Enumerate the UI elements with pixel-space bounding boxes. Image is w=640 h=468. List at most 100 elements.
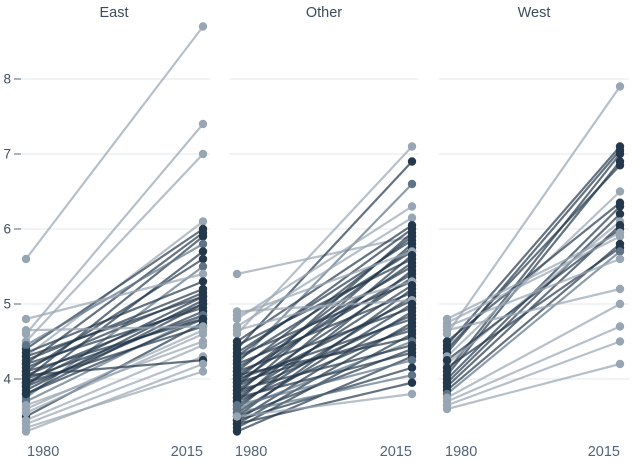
- slope-line: [445, 340, 622, 407]
- data-point-1980: [21, 408, 31, 417]
- data-point-2015: [198, 341, 208, 350]
- data-point-1980: [442, 337, 452, 346]
- slope-line: [24, 314, 205, 381]
- data-point-2015: [198, 329, 208, 339]
- x-axis-label-2015: 2015: [588, 444, 620, 460]
- y-tick-label: 7: [3, 147, 11, 162]
- data-point-1980: [232, 378, 242, 387]
- slope-line: [235, 291, 414, 366]
- slope-line: [24, 242, 205, 347]
- data-point-1980: [232, 326, 242, 335]
- data-point-2015: [198, 217, 208, 226]
- data-point-2015: [615, 202, 625, 211]
- data-point-2015: [198, 277, 208, 286]
- data-point-1980: [442, 404, 452, 414]
- data-point-1980: [232, 427, 242, 436]
- slope-line: [235, 299, 414, 388]
- data-point-1980: [21, 371, 31, 380]
- slope-line: [235, 336, 414, 377]
- x-axis-label-1980: 1980: [235, 444, 267, 460]
- slope-line: [445, 362, 622, 411]
- slope-line: [24, 370, 205, 429]
- slope-line: [235, 257, 414, 347]
- slope-line: [24, 362, 205, 433]
- data-point-1980: [232, 352, 242, 361]
- slope-line: [24, 359, 205, 377]
- data-point-2015: [198, 262, 208, 271]
- data-point-1980: [232, 412, 242, 421]
- data-point-2015: [615, 232, 625, 241]
- panel-title: West: [518, 5, 551, 21]
- data-point-2015: [198, 367, 208, 376]
- slope-line: [24, 306, 205, 366]
- slope-line: [445, 231, 622, 321]
- slope-line: [235, 145, 414, 336]
- slope-line: [24, 122, 205, 336]
- slope-line: [235, 381, 414, 426]
- slope-line: [445, 302, 622, 399]
- slope-line: [235, 306, 414, 373]
- data-point-2015: [615, 359, 625, 369]
- x-axis-label-2015: 2015: [380, 444, 412, 460]
- data-point-2015: [407, 202, 417, 211]
- slope-line: [235, 351, 414, 399]
- slope-line: [445, 257, 622, 328]
- slope-line: [445, 246, 622, 369]
- slope-line: [445, 250, 622, 396]
- slope-line: [445, 201, 622, 343]
- slope-line: [445, 212, 622, 384]
- data-point-2015: [407, 142, 417, 151]
- data-point-1980: [21, 423, 31, 432]
- slope-line: [235, 272, 414, 377]
- data-point-2015: [407, 371, 417, 380]
- slope-line: [24, 314, 205, 403]
- slope-line: [24, 329, 205, 411]
- slope-line: [24, 25, 205, 261]
- data-point-2015: [615, 337, 625, 346]
- data-point-2015: [407, 389, 417, 399]
- data-point-1980: [21, 401, 31, 410]
- data-point-1980: [442, 363, 452, 372]
- data-point-2015: [615, 82, 625, 91]
- slope-line: [24, 152, 205, 343]
- data-point-2015: [407, 363, 417, 372]
- panel-title: Other: [306, 5, 342, 21]
- slope-line: [235, 205, 414, 321]
- slope-line: [235, 344, 414, 392]
- data-point-2015: [615, 247, 625, 256]
- slope-line: [445, 152, 622, 373]
- panel-title: East: [99, 5, 128, 21]
- slope-line: [24, 325, 205, 332]
- data-point-2015: [198, 22, 208, 31]
- data-point-1980: [232, 269, 242, 279]
- slope-line: [235, 392, 414, 418]
- data-point-1980: [21, 314, 31, 324]
- slope-line: [445, 287, 622, 332]
- data-point-2015: [615, 322, 625, 331]
- slope-line: [235, 216, 414, 328]
- data-point-1980: [232, 401, 242, 410]
- data-point-2015: [407, 179, 417, 189]
- data-point-1980: [232, 393, 242, 402]
- data-point-1980: [232, 371, 242, 380]
- slope-line: [24, 355, 205, 426]
- slope-line: [24, 231, 205, 366]
- data-point-2015: [407, 378, 417, 387]
- data-point-2015: [615, 284, 625, 294]
- slope-line: [445, 145, 622, 347]
- data-point-2015: [615, 187, 625, 196]
- data-point-1980: [232, 307, 242, 316]
- slope-line: [24, 287, 205, 362]
- slope-line: [235, 359, 414, 407]
- slope-line: [24, 295, 205, 358]
- slope-line: [235, 299, 414, 313]
- data-point-1980: [232, 341, 242, 350]
- y-tick-label: 4: [3, 372, 11, 387]
- data-point-1980: [232, 386, 242, 395]
- x-axis-label-2015: 2015: [171, 444, 203, 460]
- x-axis-label-1980: 1980: [27, 444, 59, 460]
- x-axis-label-1980: 1980: [445, 444, 477, 460]
- data-point-2015: [615, 254, 625, 264]
